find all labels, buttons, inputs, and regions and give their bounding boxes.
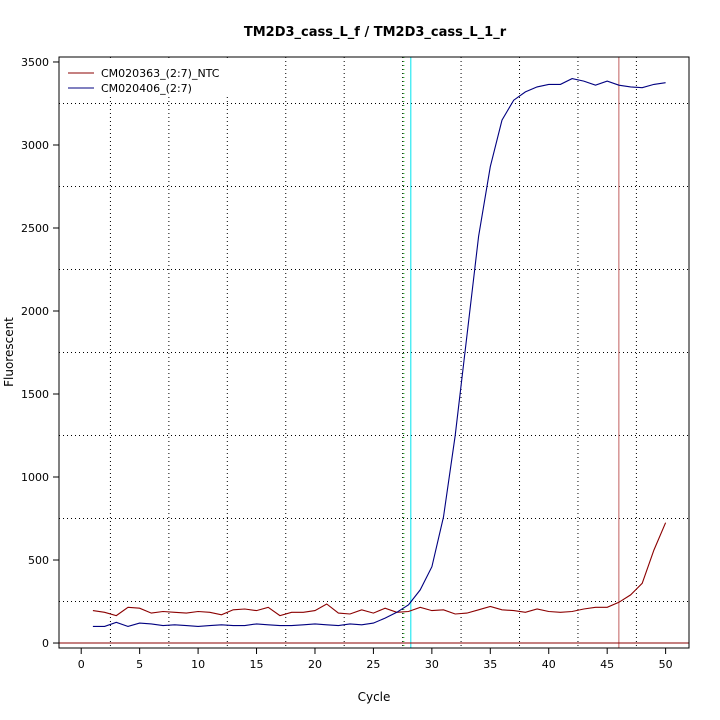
y-tick-label: 0 [42,637,49,650]
x-tick-label: 30 [425,658,439,671]
x-tick-label: 45 [600,658,614,671]
y-axis-label: Fluorescent [2,317,16,387]
x-tick-label: 15 [250,658,264,671]
y-tick-label: 2500 [21,222,49,235]
plot-frame [58,56,690,649]
x-axis-label: Cycle [358,690,391,704]
x-tick-label: 10 [191,658,205,671]
y-tick-label: 2000 [21,305,49,318]
x-tick-label: 25 [366,658,380,671]
y-tick-label: 1500 [21,388,49,401]
series-line [92,78,666,627]
x-tick-label: 0 [78,658,85,671]
legend-box [63,61,235,97]
vertical-markers [403,57,620,648]
x-tick-label: 35 [483,658,497,671]
y-tick-label: 3500 [21,56,49,69]
series-line [92,522,667,617]
x-tick-label: 20 [308,658,322,671]
x-tick-label: 5 [136,658,143,671]
legend: CM020363_(2:7)_NTC CM020406_(2:7) [63,61,235,97]
x-axis: 0 5 10 15 20 25 30 35 40 45 50 [78,648,673,671]
y-axis: 0 500 1000 1500 2000 2500 3000 3500 [21,56,59,650]
legend-entry: CM020363_(2:7)_NTC [101,67,220,80]
x-tick-label: 40 [542,658,556,671]
x-tick-label: 50 [659,658,673,671]
chart-title: TM2D3_cass_L_f / TM2D3_cass_L_1_r [244,25,507,40]
y-tick-label: 3000 [21,139,49,152]
y-tick-label: 500 [28,554,49,567]
legend-entry: CM020406_(2:7) [101,82,192,95]
series-lines [92,78,667,627]
y-tick-label: 1000 [21,471,49,484]
grid [59,57,689,648]
